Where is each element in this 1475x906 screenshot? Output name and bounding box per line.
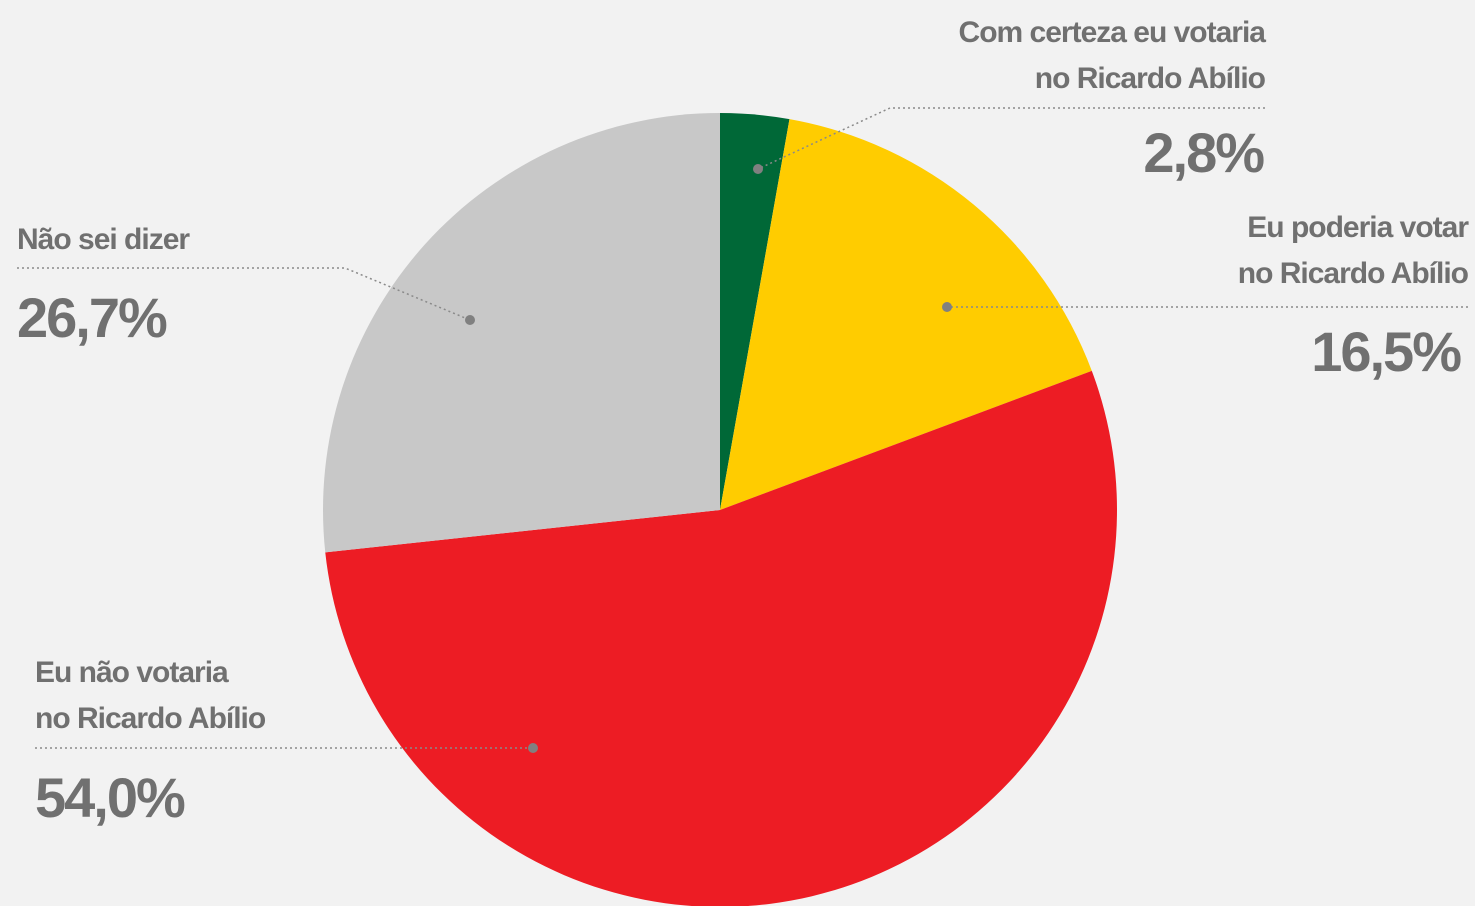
value-label: 16,5% [1311, 320, 1462, 383]
slice-label: Com certeza eu votaria no Ricardo Abílio [958, 16, 1266, 95]
value-label: 26,7% [17, 286, 168, 349]
pie-slice [325, 370, 1117, 906]
value-label: 2,8% [1143, 121, 1265, 184]
slice-label: Eu não votaria no Ricardo Abílio [35, 656, 266, 735]
pie-slice [720, 119, 1092, 510]
leader-dot [465, 315, 475, 325]
pie-slice [322, 113, 720, 553]
leader-dot [528, 743, 538, 753]
leader-dot [942, 302, 952, 312]
pie-slice [720, 113, 790, 510]
value-label: 54,0% [35, 766, 186, 829]
slice-label: Não sei dizer [17, 223, 190, 256]
slice-label: Eu poderia votar no Ricardo Abílio [1237, 211, 1469, 290]
leader-dot [753, 164, 763, 174]
leader-line [757, 107, 1265, 170]
